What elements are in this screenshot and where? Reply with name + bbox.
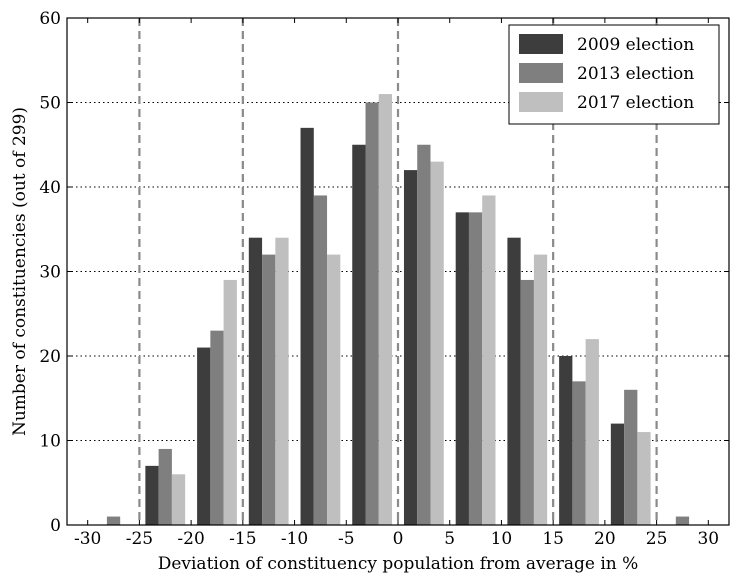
bar (637, 432, 651, 525)
x-tick-label: -10 (281, 529, 308, 549)
bar (559, 356, 573, 525)
x-tick-label: 5 (444, 529, 455, 549)
bar (675, 516, 690, 525)
bar (455, 212, 469, 525)
legend-label: 2013 election (577, 64, 694, 84)
bar (624, 389, 638, 525)
x-tick-label: 30 (697, 529, 719, 549)
bar (171, 474, 186, 525)
x-tick-label: -25 (126, 529, 153, 549)
x-tick-label: 10 (491, 529, 513, 549)
x-tick-label: 20 (594, 529, 616, 549)
x-tick-label: 15 (542, 529, 564, 549)
legend-swatch (519, 92, 563, 112)
bar (403, 170, 418, 525)
bar (507, 237, 521, 525)
bar (533, 254, 548, 525)
bar (106, 516, 121, 525)
bar (572, 381, 586, 525)
bar (210, 330, 224, 525)
y-tick-label: 0 (50, 516, 61, 536)
bar (197, 347, 211, 525)
bar (262, 254, 276, 525)
legend-swatch (519, 63, 563, 83)
y-tick-label: 60 (39, 9, 61, 29)
bar (275, 237, 289, 525)
y-tick-label: 30 (39, 263, 61, 283)
bars-layer (106, 94, 690, 526)
bar (248, 237, 263, 525)
y-axis-label: Number of constituencies (out of 299) (10, 107, 30, 436)
bar (430, 161, 444, 525)
y-tick-label: 20 (39, 347, 61, 367)
bar (145, 465, 159, 525)
bar (417, 144, 431, 525)
legend: 2009 election 2013 election 2017 election (508, 24, 720, 125)
bar (327, 254, 341, 525)
bar (378, 94, 393, 526)
bar (352, 144, 366, 525)
legend-label: 2009 election (577, 35, 694, 55)
bar (468, 212, 483, 525)
legend-swatch (519, 34, 563, 54)
x-tick-label: -30 (74, 529, 101, 549)
x-tick-label: 25 (646, 529, 668, 549)
bar (158, 448, 172, 525)
bar (585, 339, 599, 525)
bar (313, 195, 328, 525)
y-tick-label: 50 (39, 94, 61, 114)
bar (520, 279, 534, 525)
bar (223, 279, 237, 525)
x-tick-label: 0 (393, 529, 404, 549)
x-tick-label: -20 (177, 529, 204, 549)
x-tick-label: -15 (229, 529, 256, 549)
y-tick-label: 40 (39, 178, 61, 198)
bar (365, 102, 379, 525)
y-tick-label: 10 (39, 432, 61, 452)
bar (610, 423, 625, 525)
x-tick-label: -5 (338, 529, 355, 549)
bar (300, 127, 314, 525)
legend-label: 2017 election (577, 93, 694, 113)
x-axis-label: Deviation of constituency population fro… (158, 554, 639, 574)
bar (482, 195, 496, 525)
ticks-layer: -30 -25 -20 -15 -10 -5 0 5 10 15 20 25 30 0 10 20 30 40 50… (39, 9, 729, 549)
